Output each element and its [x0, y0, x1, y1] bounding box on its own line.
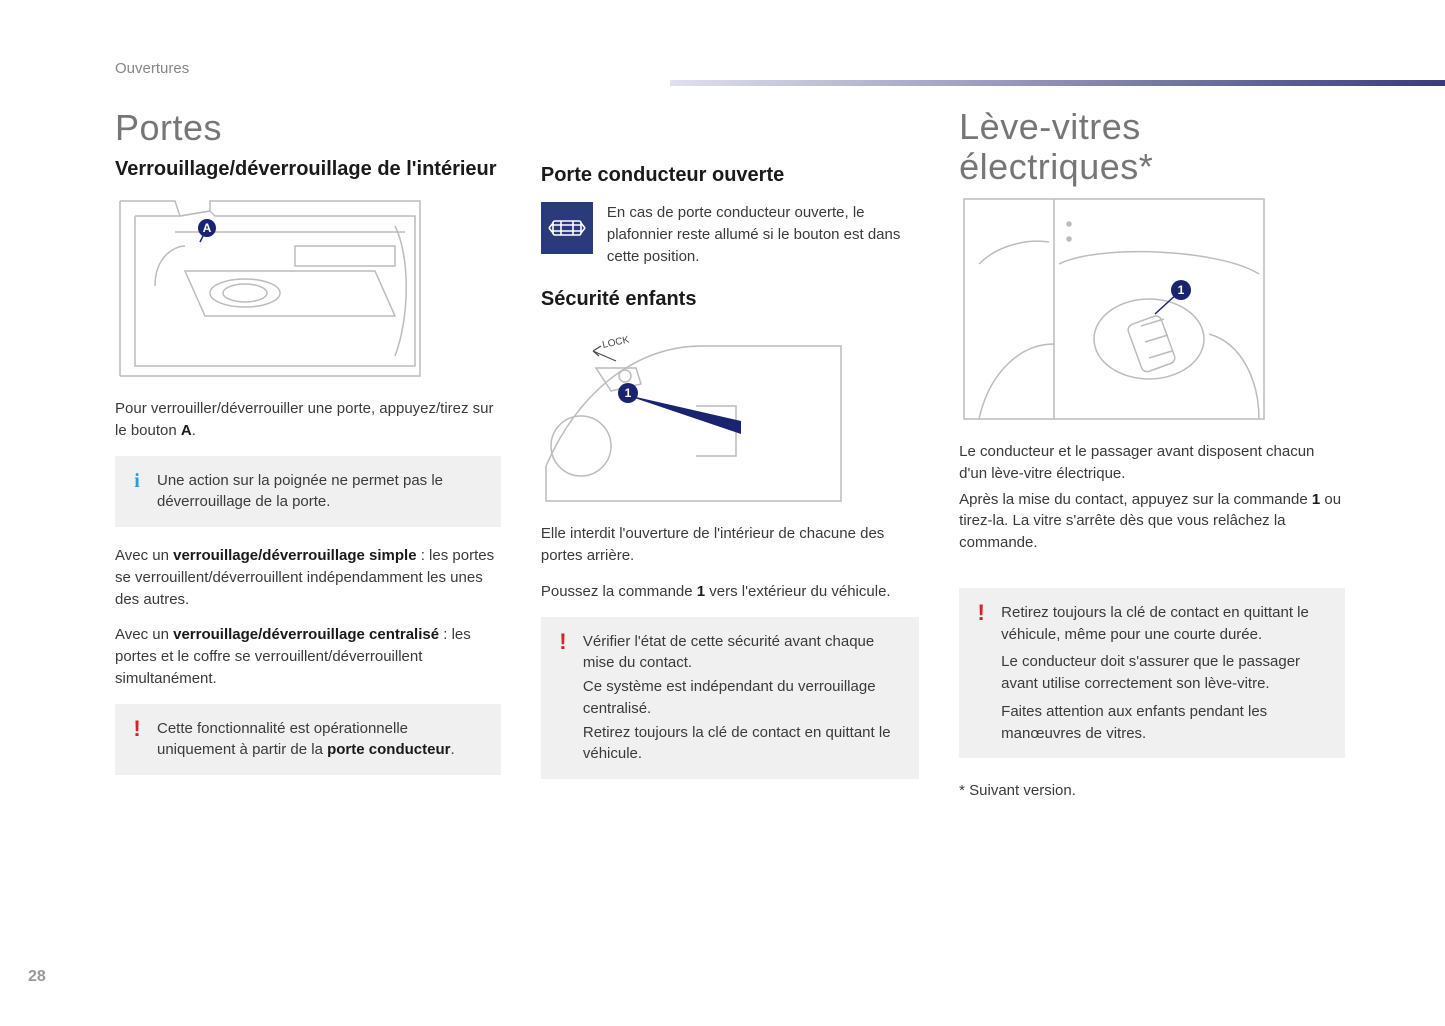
column-portes: Portes Verrouillage/déverrouillage de l'…	[115, 107, 501, 799]
header-rule	[670, 80, 1445, 86]
svg-text:A: A	[203, 221, 212, 235]
subtitle-porte-conducteur: Porte conducteur ouverte	[541, 163, 919, 188]
svg-text:LOCK: LOCK	[601, 335, 630, 351]
child-lock-illustration: LOCK 1	[541, 326, 851, 506]
info-text: Une action sur la poignée ne permet pas …	[157, 470, 489, 514]
warning-icon: !	[553, 631, 573, 654]
section-label: Ouvertures	[115, 60, 1345, 77]
door-lock-illustration: A	[115, 196, 425, 381]
title-portes: Portes	[115, 107, 501, 149]
warning-icon: !	[127, 718, 147, 741]
para-window-2: Après la mise du contact, appuyez sur la…	[959, 489, 1345, 554]
warn-box-driver-door: ! Cette fonctionnalité est opérationnell…	[115, 704, 501, 776]
para-central-lock: Avec un verrouillage/déverrouillage cent…	[115, 624, 501, 689]
svg-text:1: 1	[1178, 283, 1185, 297]
svg-text:1: 1	[625, 386, 632, 400]
para-child-lock-1: Elle interdit l'ouverture de l'intérieur…	[541, 523, 919, 567]
dome-light-text: En cas de porte conducteur ouverte, le p…	[607, 202, 919, 267]
subtitle-verrouillage: Verrouillage/déverrouillage de l'intérie…	[115, 157, 501, 182]
column-leve-vitres: Lève-vitres électriques*	[959, 107, 1345, 799]
dome-light-icon	[541, 202, 593, 254]
warn-box-child-lock: ! Vérifier l'état de cette sécurité avan…	[541, 617, 919, 780]
warn-text: Retirez toujours la clé de contact en qu…	[1001, 602, 1333, 745]
page-number: 28	[28, 968, 46, 986]
para-child-lock-2: Poussez la commande 1 vers l'extérieur d…	[541, 581, 919, 603]
subtitle-securite-enfants: Sécurité enfants	[541, 287, 919, 312]
window-switch-illustration: 1	[959, 194, 1269, 424]
warn-box-windows: ! Retirez toujours la clé de contact en …	[959, 588, 1345, 759]
info-icon: i	[127, 470, 147, 493]
warn-text: Vérifier l'état de cette sécurité avant …	[583, 631, 907, 766]
para-window-1: Le conducteur et le passager avant dispo…	[959, 441, 1345, 485]
footnote: * Suivant version.	[959, 782, 1345, 799]
callout-A: A	[198, 219, 216, 242]
para-lock-instruction: Pour verrouiller/déverrouiller une porte…	[115, 398, 501, 442]
dome-light-row: En cas de porte conducteur ouverte, le p…	[541, 202, 919, 267]
column-conducteur: Porte conducteur ouverte En	[541, 107, 919, 799]
title-leve-vitres: Lève-vitres électriques*	[959, 107, 1345, 186]
warning-icon: !	[971, 602, 991, 625]
info-box-handle: i Une action sur la poignée ne permet pa…	[115, 456, 501, 528]
warn-text: Cette fonctionnalité est opérationnelle …	[157, 718, 489, 762]
para-simple-lock: Avec un verrouillage/déverrouillage simp…	[115, 545, 501, 610]
